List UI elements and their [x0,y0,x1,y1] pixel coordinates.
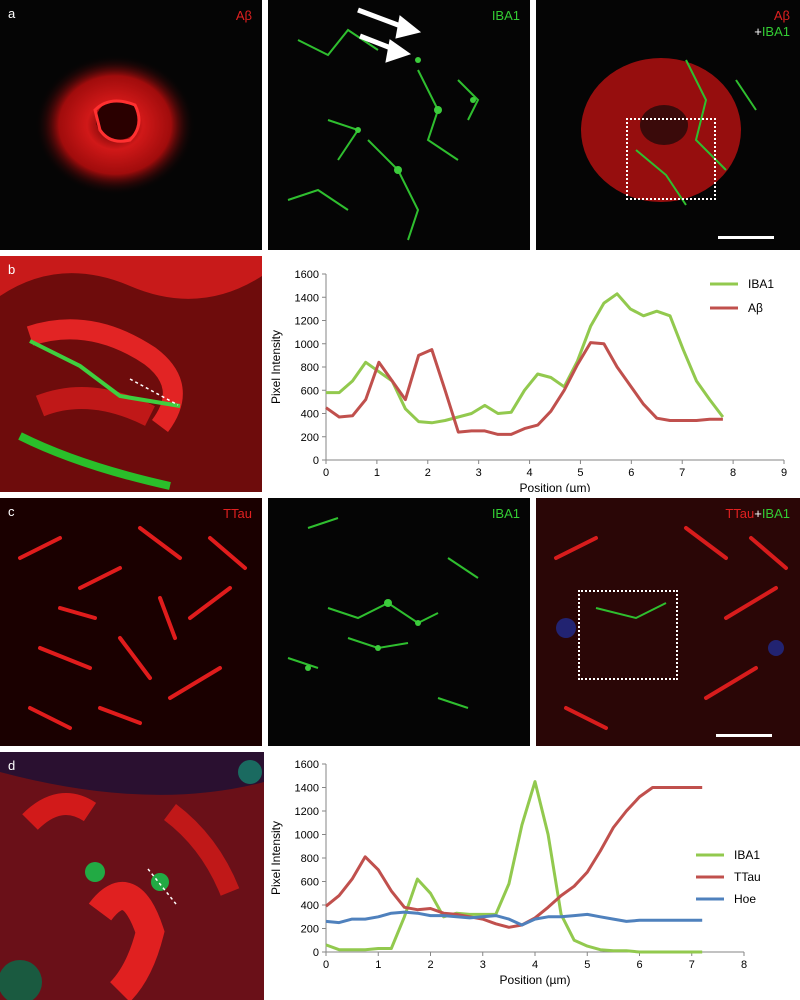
merge-label-iba1-c: IBA1 [761,506,790,521]
x-tick-label: 6 [628,467,634,479]
panel-b-zoom-image: b [0,256,262,492]
x-tick-label: 0 [323,959,329,971]
y-tick-label: 1000 [295,339,319,351]
roi-box-c [578,590,678,680]
y-tick-label: 0 [313,455,319,467]
x-tick-label: 7 [679,467,685,479]
x-tick-label: 1 [374,467,380,479]
zoom-image [0,256,262,492]
x-tick-label: 5 [577,467,583,479]
panel-c-iba1-image: IBA1 [268,498,530,746]
legend-label: TTau [734,870,761,884]
x-axis-label: Position (µm) [520,481,591,492]
legend-label: IBA1 [748,277,774,291]
y-tick-label: 600 [301,385,319,397]
merge-channel-labels: Aβ +IBA1 [754,8,790,40]
x-tick-label: 0 [323,467,329,479]
series-line-aβ [325,341,723,436]
y-tick-label: 200 [301,924,319,936]
x-tick-label: 5 [584,959,590,971]
x-tick-label: 3 [480,959,486,971]
panel-a-iba1-image: IBA1 [268,0,530,250]
series-line-iba1 [325,780,703,954]
y-tick-label: 1200 [295,316,319,328]
roi-box [626,118,716,200]
legend-label: IBA1 [734,848,760,862]
x-tick-label: 1 [375,959,381,971]
zoom-image-d [0,752,264,1000]
y-tick-label: 200 [301,432,319,444]
line-chart-b: 0 1 2 3 4 5 6 7 8 9 0 200 400 600 800 1000 1200 1400 1600 P… [269,269,787,492]
arrow-icon [357,7,422,63]
ttau-image [0,498,262,746]
panel-label-a: a [8,6,16,21]
panel-label-b: b [8,262,16,277]
y-axis-label: Pixel Intensity [269,821,283,895]
panel-c-ttau-image: c TTau [0,498,262,746]
channel-label-iba1: IBA1 [491,8,520,23]
y-tick-label: 800 [301,853,319,865]
panel-a-abeta-image: a Aβ [0,0,262,250]
legend-label: Hoe [734,892,756,906]
merge-label-plus: + [754,24,762,39]
x-tick-label: 4 [532,959,538,971]
merge-label-plus-c: + [754,506,762,521]
panel-label-c: c [8,504,15,519]
series-line-ttau [325,786,703,929]
abeta-plaque-image [35,55,195,195]
channel-label-iba1-c: IBA1 [491,506,520,521]
y-tick-label: 1600 [295,759,319,771]
y-tick-label: 0 [313,947,319,959]
y-tick-label: 600 [301,877,319,889]
merge-image-c [536,498,800,746]
panel-a-merge-image: Aβ +IBA1 [536,0,800,250]
legend-label: Aβ [748,301,763,315]
panel-c-merge-image: TTau+IBA1 [536,498,800,746]
iba1-microglia-image [287,7,480,241]
y-tick-label: 400 [301,409,319,421]
y-axis-label: Pixel Intensity [269,330,283,404]
scale-bar [718,236,774,239]
series-line-hoe [325,910,703,927]
scale-bar-c [716,734,772,737]
merge-label-abeta: Aβ [773,8,790,23]
panel-d-zoom-image: d [0,752,264,1000]
x-tick-label: 6 [636,959,642,971]
y-tick-label: 800 [301,362,319,374]
x-tick-label: 9 [781,467,787,479]
x-tick-label: 8 [730,467,736,479]
y-tick-label: 1400 [295,292,319,304]
merge-label-iba1: IBA1 [761,24,790,39]
iba1-microglia-image-c [287,517,479,709]
y-tick-label: 400 [301,900,319,912]
y-tick-label: 1400 [295,783,319,795]
series-line-iba1 [326,292,725,425]
x-axis-label: Position (µm) [500,973,571,987]
x-tick-label: 2 [425,467,431,479]
merge-image [581,58,757,206]
panel-label-d: d [8,758,16,773]
y-tick-label: 1200 [295,806,319,818]
x-tick-label: 7 [689,959,695,971]
channel-label-abeta: Aβ [235,8,252,23]
x-tick-label: 2 [427,959,433,971]
x-tick-label: 8 [741,959,747,971]
line-chart-d: 0 1 2 3 4 5 6 7 8 0 200 400 600 800 1000 1200 1400 1600 Po… [269,759,761,987]
x-tick-label: 3 [476,467,482,479]
merge-label-ttau: TTau [725,506,755,521]
merge-channel-labels-c: TTau+IBA1 [725,506,790,522]
y-tick-label: 1600 [295,269,319,281]
y-tick-label: 1000 [295,830,319,842]
x-tick-label: 4 [526,467,532,479]
channel-label-ttau: TTau [223,506,252,521]
